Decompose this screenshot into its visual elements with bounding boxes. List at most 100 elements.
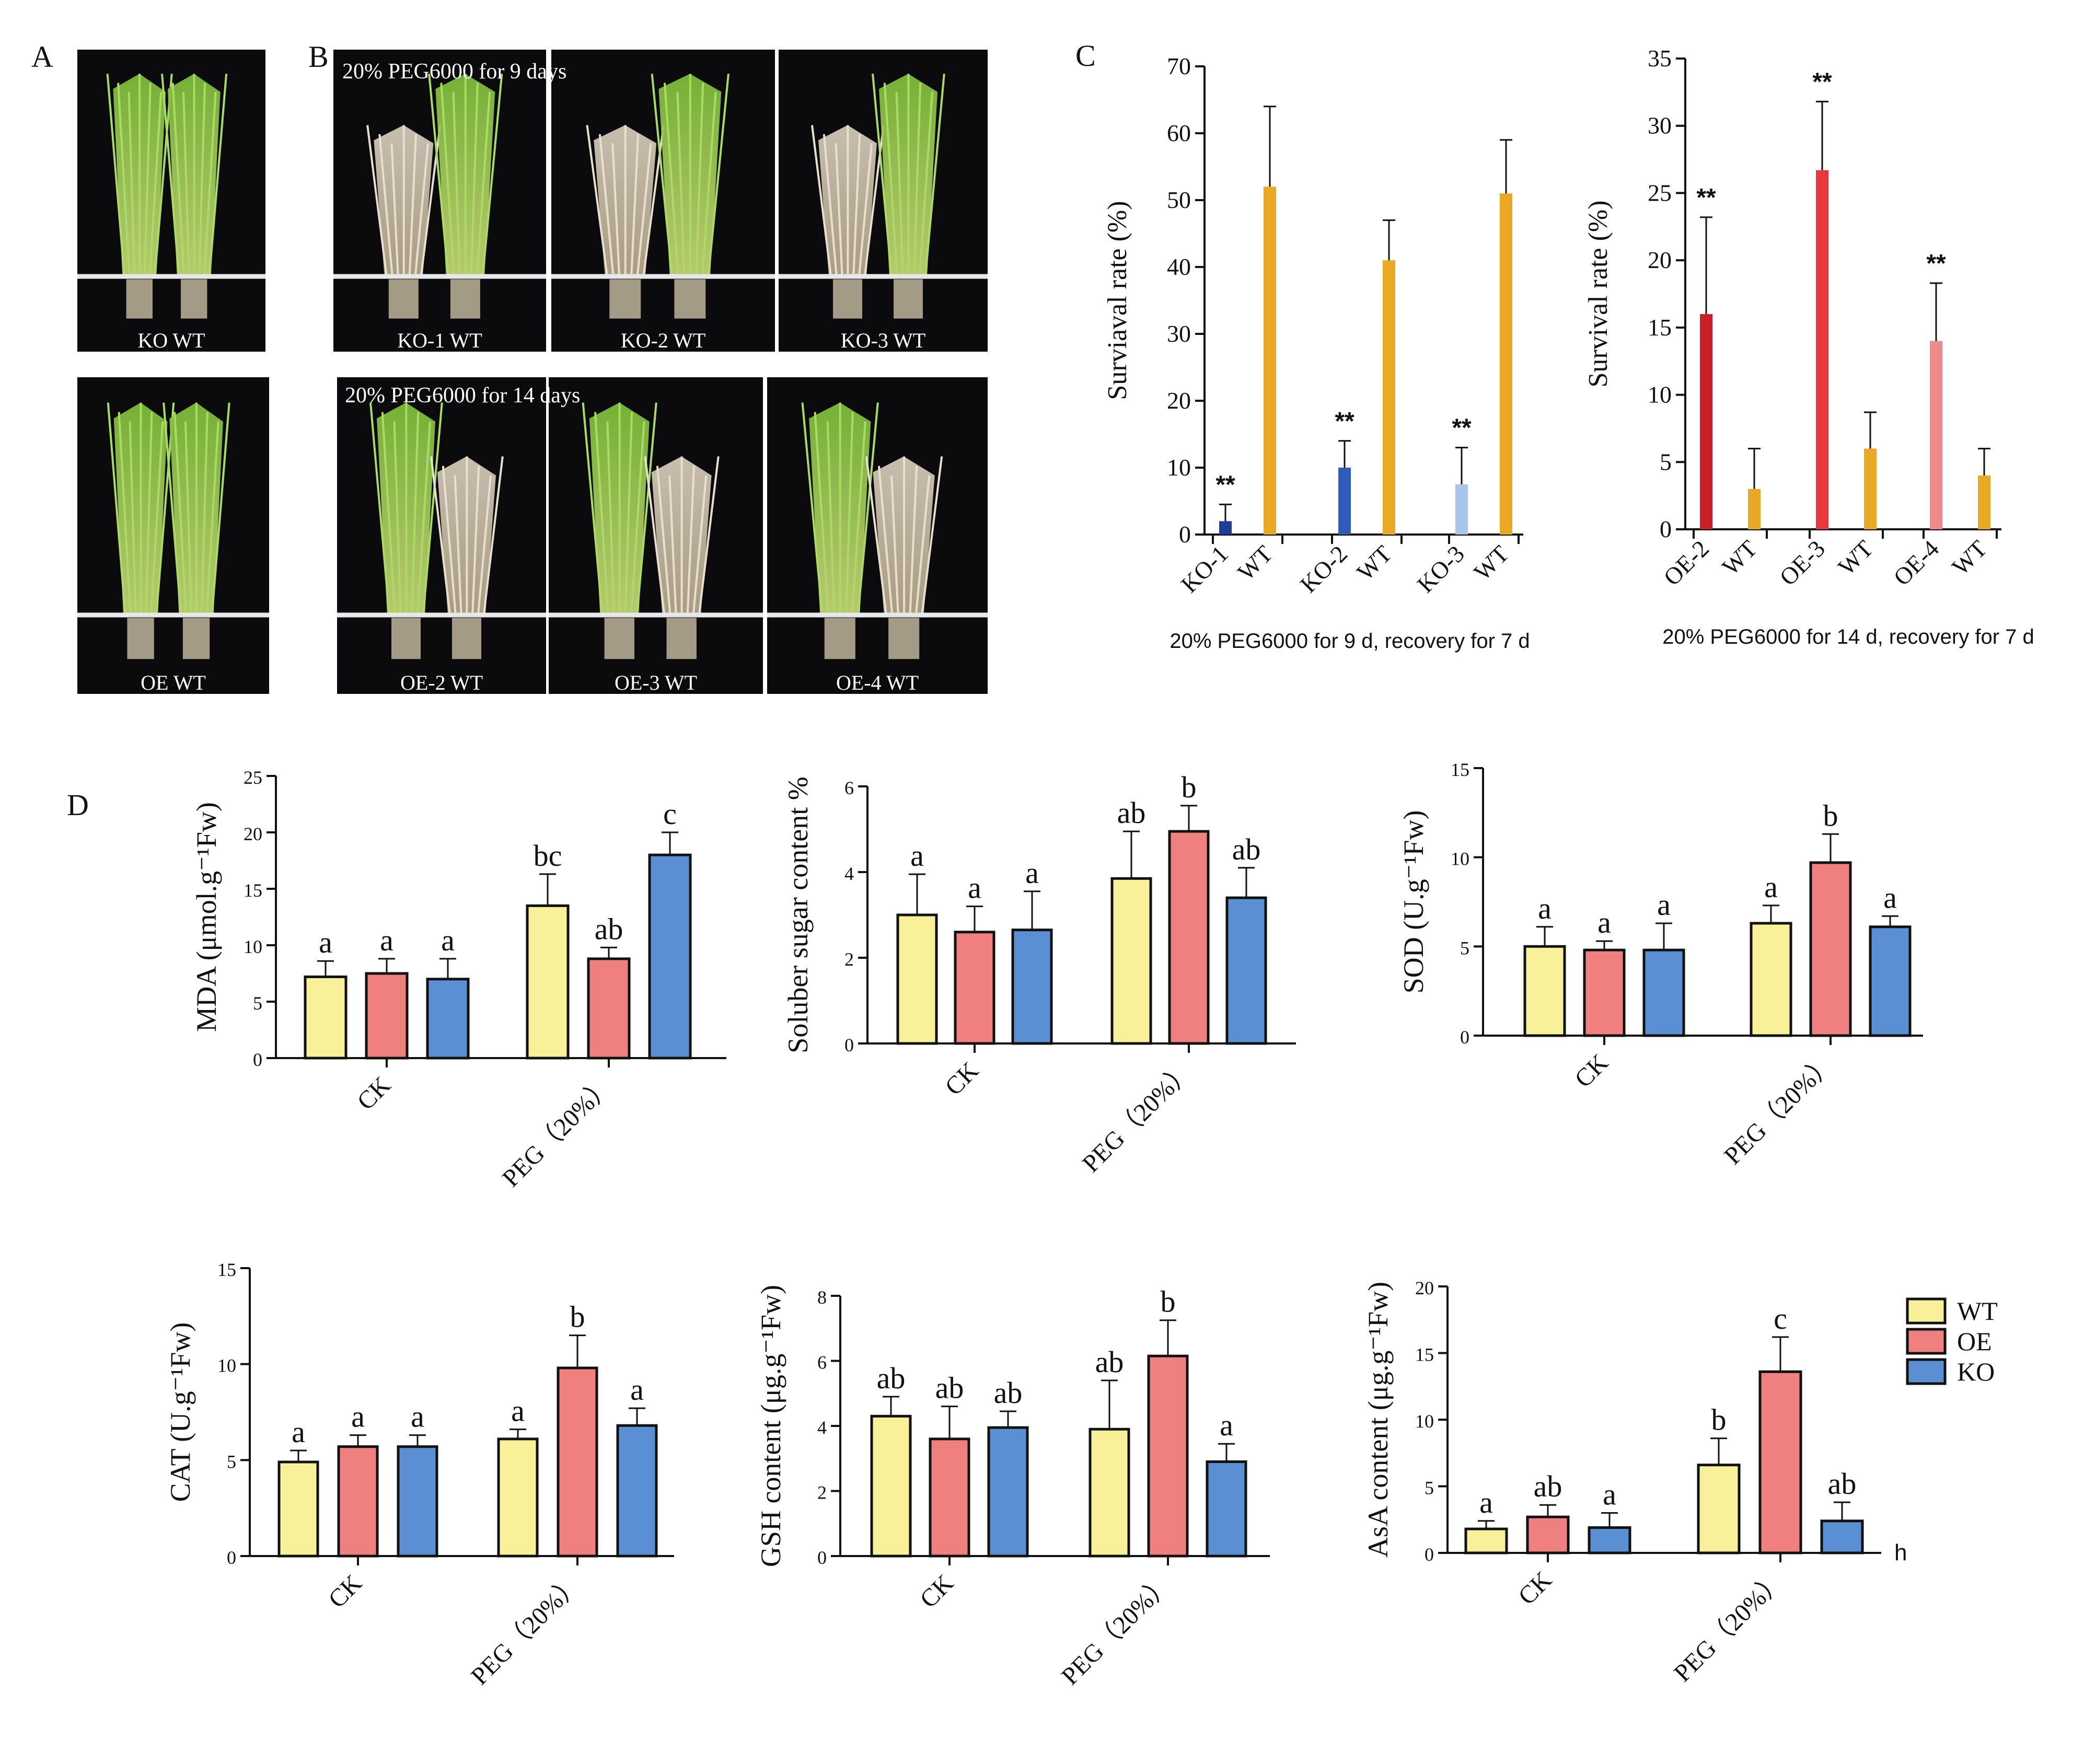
chart-c-left-y-tick-label: 70 xyxy=(1167,53,1191,79)
chart-c-left-y-tick-label: 0 xyxy=(1179,521,1191,548)
photo-oe3-wt-leaf xyxy=(606,421,615,615)
chart-d-cat-significance-letter: a xyxy=(292,1415,305,1449)
chart-d-gsh-y-tick-label: 0 xyxy=(817,1547,827,1568)
photo-ko1-wt-leaf xyxy=(452,91,461,276)
photo-ko1-wt-leaf xyxy=(428,74,449,276)
chart-d-sod-x-label: CK xyxy=(1569,1049,1614,1093)
chart-c-left-significance: ** xyxy=(1335,408,1354,435)
photo-oe3-wt-leaf xyxy=(630,421,645,615)
legend-label-wt: WT xyxy=(1957,1296,1998,1326)
photo-ko2-wt-leaf xyxy=(695,83,704,276)
chart-d-gsh-bar-oe xyxy=(929,1437,970,1558)
chart-c-right-y-tick-label: 30 xyxy=(1648,112,1672,139)
chart-c-right-x-label: WT xyxy=(1717,535,1762,581)
photo-oe3-wt-leaf xyxy=(686,466,695,615)
photo-ko3-wt-leaf xyxy=(852,134,861,276)
chart-c-right-x-title: 20% PEG6000 for 14 d, recovery for 7 d xyxy=(1662,625,2034,648)
chart-d-mda-bar-wt xyxy=(304,975,348,1060)
chart-d-mda-bar-ko xyxy=(426,978,470,1060)
chart-c-left-x-label: WT xyxy=(1468,540,1514,586)
panel-label-c: C xyxy=(1075,39,1096,73)
photo-oe2-wt-caption: OE-2 WT xyxy=(400,671,483,694)
photo-oe-wt-leaf xyxy=(163,402,182,615)
photo-oe3-wt-caption: OE-3 WT xyxy=(615,671,697,694)
photo-oe4-wt-leaf xyxy=(921,456,943,615)
chart-c-right-significance: ** xyxy=(1812,68,1832,96)
chart-d-sugar-y-label: Soluber sugar content % xyxy=(782,776,814,1053)
photo-oe4-wt-leaf xyxy=(845,412,854,615)
chart-c-right-bar xyxy=(1864,448,1877,529)
chart-d-asa-significance-letter: ab xyxy=(1534,1469,1562,1503)
photo-ko3-wt-caption: KO-3 WT xyxy=(841,329,926,352)
photo-ko1-wt-leaf xyxy=(408,134,417,276)
photo-ko2-wt-support-line xyxy=(551,274,775,279)
chart-d-sugar-bar-ko xyxy=(1011,929,1053,1045)
photo-ko3-wt-leaf xyxy=(835,143,843,276)
photo-ko1-wt-leaf xyxy=(378,134,393,276)
photo-oe3-wt-leaf xyxy=(644,456,666,615)
chart-d-gsh-bar-ko xyxy=(987,1426,1029,1558)
chart-c-left-y-tick-label: 40 xyxy=(1167,253,1191,280)
chart-d-asa-y-tick-label: 10 xyxy=(1415,1411,1434,1432)
legend-swatch-ko xyxy=(1906,1358,1947,1385)
chart-d-mda-y-tick-label: 15 xyxy=(244,880,262,901)
photo-ko-wt-leaf xyxy=(161,74,180,276)
chart-c-right-x-label: WT xyxy=(1833,535,1878,581)
photo-oe2-wt-leaf xyxy=(422,402,443,615)
photo-oe4-wt-leaf xyxy=(814,412,829,615)
photo-oe-wt-leaf xyxy=(211,402,230,615)
chart-d-asa-y-label: AsA content (μg.g⁻¹Fw) xyxy=(1362,1282,1394,1558)
chart-d-mda-x-label: CK xyxy=(352,1071,396,1116)
chart-d-sod-y-tick-label: 10 xyxy=(1451,849,1469,869)
photo-ko3-wt-leaf xyxy=(811,125,832,276)
chart-d-asa: 0 5 10 15 20 AsA content (μg.g⁻¹Fw) a ab a CK b c ab… xyxy=(1362,1278,1881,1687)
chart-d-mda-significance-letter: a xyxy=(380,923,393,957)
chart-d-asa-y-tick-label: 15 xyxy=(1415,1344,1434,1365)
chart-d-mda-y-label: MDA (μmol.g⁻¹Fw) xyxy=(191,802,222,1032)
chart-d-gsh-y-tick-label: 2 xyxy=(817,1482,827,1503)
photo-oe2-wt-roots xyxy=(452,618,481,659)
chart-d-gsh-x-label: CK xyxy=(914,1569,959,1614)
photo-oe4-wt-leaf xyxy=(856,402,879,615)
chart-d-sod-x-label: PEG（20%） xyxy=(1719,1049,1840,1170)
photo-ko1-wt-leaf xyxy=(481,74,503,276)
photo-ko-wt-roots xyxy=(126,279,153,319)
chart-d-sod-significance-letter: a xyxy=(1883,880,1897,914)
legend-swatch-wt xyxy=(1906,1297,1947,1325)
photo-oe3-wt-roots xyxy=(604,618,634,659)
chart-d-cat-y-tick-label: 10 xyxy=(217,1355,236,1376)
photo-oe4-wt: OE-4 WT xyxy=(767,377,988,694)
chart-d-mda-bar-wt xyxy=(526,904,570,1060)
chart-d-mda-y-tick-label: 5 xyxy=(253,993,262,1014)
chart-d-mda-significance-letter: bc xyxy=(534,839,562,873)
photo-ko1-wt-leaf xyxy=(470,83,479,276)
chart-c-right-x-label: OE-2 xyxy=(1659,535,1715,591)
photo-oe3-wt-leaf xyxy=(635,402,657,615)
chart-d-cat-significance-letter: a xyxy=(351,1400,365,1434)
chart-d-sugar-x-label: PEG（20%） xyxy=(1077,1057,1198,1178)
chart-d-mda-y-tick-label: 10 xyxy=(244,936,262,957)
photo-oe-wt-leaf xyxy=(205,421,219,615)
chart-d-sod-significance-letter: a xyxy=(1597,906,1611,939)
photo-oe3-wt-leaf xyxy=(668,475,677,615)
photo-ko-wt-roots xyxy=(181,279,207,319)
chart-c-right-y-tick-label: 25 xyxy=(1648,179,1672,206)
chart-c-left-y-tick-label: 60 xyxy=(1167,120,1191,146)
chart-d-sod: 0 5 10 15 SOD (U.g⁻¹Fw) a a a CK a b a PEG（20%） xyxy=(1398,759,1923,1170)
photo-oe-wt: OE WT xyxy=(77,377,269,694)
photo-oe4-wt-leaf xyxy=(914,475,931,615)
panel-label-a: A xyxy=(31,40,53,74)
photo-title-9-days: 20% PEG6000 for 9 days xyxy=(342,60,566,84)
chart-d-sugar-bar-wt xyxy=(1110,877,1152,1045)
photo-oe4-wt-leaf xyxy=(877,466,894,615)
chart-c-left-y-tick-label: 10 xyxy=(1167,454,1191,481)
photo-ko3-wt-leaf xyxy=(872,74,893,276)
chart-c-left-bar xyxy=(1383,260,1395,535)
photo-ko1-wt: KO-1 WT xyxy=(333,50,546,352)
chart-c-right-y-tick-label: 15 xyxy=(1648,314,1672,341)
photo-ko2-wt-leaf xyxy=(630,134,640,276)
chart-d-sod-significance-letter: a xyxy=(1764,870,1778,904)
photo-oe-wt-leaf xyxy=(145,412,153,615)
